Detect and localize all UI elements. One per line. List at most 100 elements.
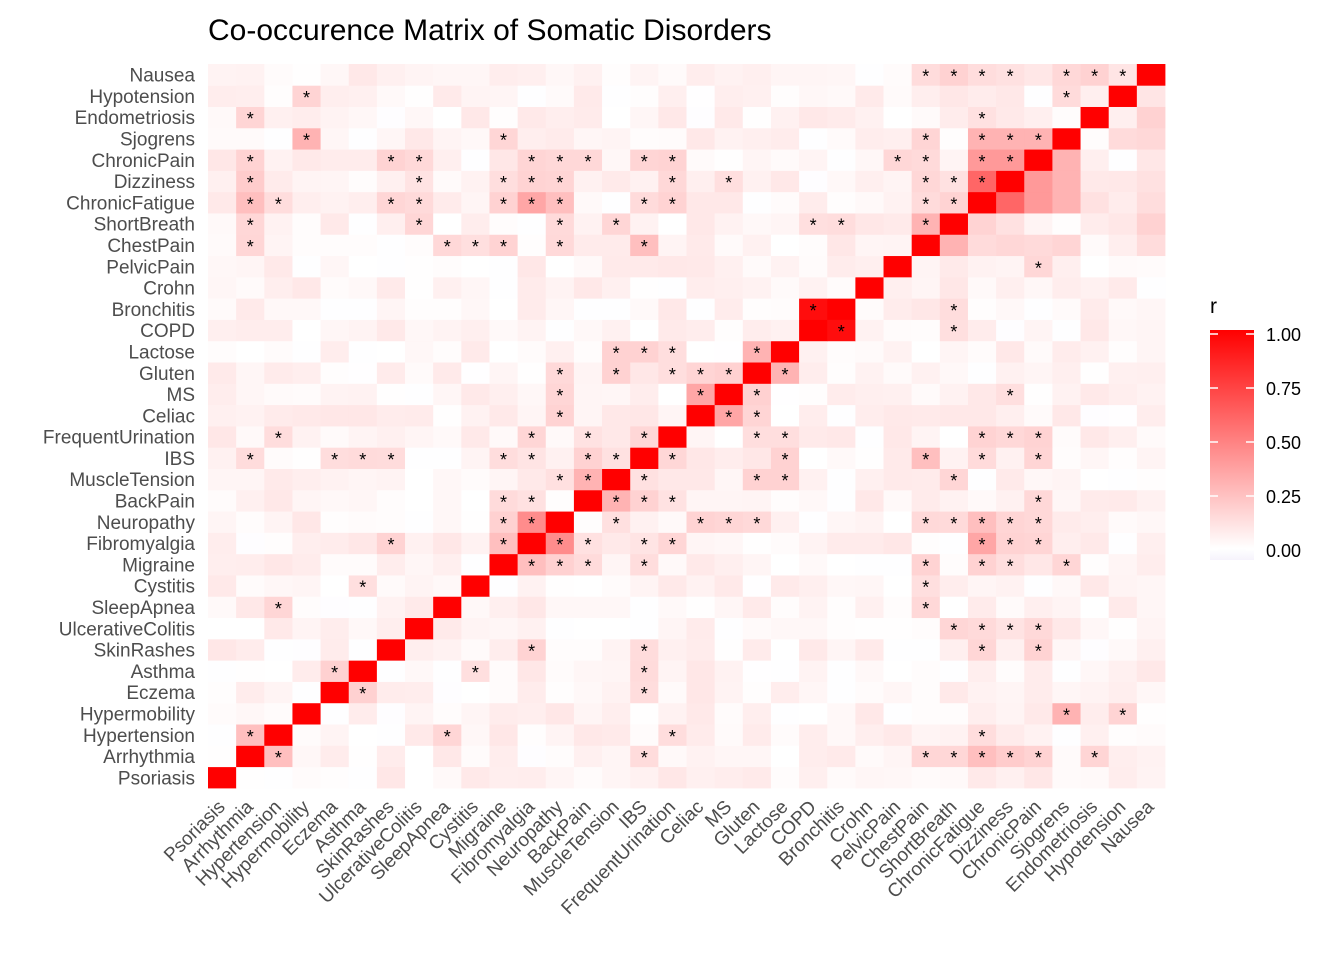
heatmap-cell bbox=[855, 468, 884, 491]
heatmap-cell bbox=[292, 64, 321, 86]
heatmap-cell bbox=[967, 681, 997, 704]
significance-star: * bbox=[528, 152, 535, 172]
heatmap-cell bbox=[742, 64, 772, 86]
heatmap-cell bbox=[658, 383, 687, 406]
heatmap-cell bbox=[1108, 255, 1138, 278]
y-tick-label: Eczema bbox=[126, 683, 195, 704]
heatmap-cell bbox=[236, 255, 265, 278]
significance-stars: * * * * * * * * * * * * * * * * * * * * * * * * * * * * * * * * * * * * * * * *… bbox=[247, 67, 1127, 768]
significance-star: * bbox=[528, 556, 535, 576]
heatmap-cell bbox=[1052, 702, 1081, 725]
heatmap-cell bbox=[1024, 298, 1053, 320]
significance-star: * bbox=[1063, 556, 1070, 576]
heatmap-cell bbox=[996, 106, 1025, 129]
heatmap-cell bbox=[573, 681, 603, 704]
heatmap-cell bbox=[602, 234, 631, 257]
heatmap-cell bbox=[911, 553, 941, 576]
significance-star: * bbox=[1063, 705, 1070, 725]
heatmap-cell bbox=[461, 617, 490, 640]
significance-star: * bbox=[1007, 748, 1014, 768]
significance-star: * bbox=[641, 556, 648, 576]
heatmap-cell bbox=[742, 745, 772, 768]
heatmap-cell bbox=[602, 660, 631, 682]
y-tick-label: ChronicPain bbox=[92, 151, 196, 172]
heatmap-cell bbox=[883, 362, 913, 384]
heatmap-cell bbox=[1024, 170, 1053, 193]
heatmap-cell bbox=[911, 489, 941, 512]
heatmap-cell bbox=[939, 149, 969, 171]
heatmap-cell bbox=[686, 745, 716, 768]
heatmap-cell bbox=[517, 660, 547, 682]
heatmap-cell bbox=[517, 596, 547, 619]
heatmap-cell bbox=[461, 191, 490, 214]
heatmap-cell bbox=[348, 340, 378, 363]
heatmap-cell bbox=[827, 127, 856, 150]
heatmap-cell bbox=[911, 106, 941, 129]
heatmap-cell bbox=[742, 127, 772, 150]
heatmap-cell bbox=[264, 660, 293, 682]
heatmap-cell bbox=[264, 85, 293, 107]
heatmap-cell bbox=[489, 319, 519, 342]
heatmap-cell bbox=[1024, 106, 1053, 129]
heatmap-cell bbox=[573, 106, 603, 129]
heatmap-cell bbox=[939, 553, 969, 576]
heatmap-cell bbox=[658, 766, 687, 789]
heatmap-cell bbox=[939, 213, 969, 235]
heatmap-cell bbox=[1052, 766, 1081, 789]
heatmap-cell bbox=[714, 362, 744, 384]
heatmap-cell bbox=[996, 85, 1025, 107]
heatmap-cell bbox=[770, 298, 800, 320]
heatmap-cell bbox=[799, 511, 828, 533]
heatmap-cell bbox=[658, 127, 687, 150]
heatmap-cell bbox=[686, 638, 716, 661]
heatmap-cell bbox=[686, 362, 716, 384]
heatmap-cell bbox=[1052, 191, 1081, 214]
significance-star: * bbox=[247, 237, 254, 257]
heatmap-cell bbox=[855, 447, 884, 469]
heatmap-cell bbox=[405, 468, 434, 491]
heatmap-cell bbox=[714, 702, 744, 725]
heatmap-cell bbox=[714, 596, 744, 619]
heatmap-cell bbox=[1024, 702, 1053, 725]
heatmap-cell bbox=[770, 489, 800, 512]
heatmap-cell bbox=[686, 724, 716, 746]
heatmap-cell bbox=[264, 681, 293, 704]
heatmap-cell bbox=[376, 596, 406, 619]
y-tick-label: Crohn bbox=[143, 279, 195, 300]
heatmap-cell bbox=[433, 191, 462, 214]
heatmap-cell bbox=[1024, 127, 1053, 150]
heatmap-cell bbox=[855, 766, 884, 789]
heatmap-cell bbox=[489, 638, 519, 661]
heatmap-cell bbox=[1080, 170, 1110, 193]
significance-star: * bbox=[1007, 131, 1014, 151]
heatmap-cell bbox=[264, 276, 293, 299]
significance-star: * bbox=[416, 194, 423, 214]
heatmap-cell bbox=[433, 170, 462, 193]
heatmap-cell bbox=[433, 553, 462, 576]
heatmap-cell bbox=[1080, 149, 1110, 171]
heatmap-cell bbox=[1080, 724, 1110, 746]
heatmap-cell bbox=[236, 234, 265, 257]
heatmap-cell bbox=[770, 596, 800, 619]
heatmap-cell bbox=[714, 404, 744, 427]
heatmap-cell bbox=[996, 213, 1025, 235]
heatmap-cell bbox=[658, 234, 687, 257]
heatmap-cell bbox=[770, 170, 800, 193]
heatmap-cell bbox=[405, 596, 434, 619]
heatmap-cell bbox=[855, 596, 884, 619]
heatmap-cell bbox=[208, 404, 237, 427]
heatmap-cell bbox=[967, 319, 997, 342]
heatmap-cell bbox=[292, 489, 321, 512]
heatmap-cell bbox=[1024, 638, 1053, 661]
heatmap-cell bbox=[461, 340, 490, 363]
heatmap-cell bbox=[376, 127, 406, 150]
significance-star: * bbox=[247, 727, 254, 747]
heatmap-cell bbox=[292, 213, 321, 235]
heatmap-cell bbox=[939, 511, 969, 533]
heatmap-cell bbox=[1136, 724, 1166, 746]
heatmap-cell bbox=[320, 213, 350, 235]
significance-star: * bbox=[669, 173, 676, 193]
heatmap-cell bbox=[996, 766, 1025, 789]
heatmap-cell bbox=[545, 468, 575, 491]
heatmap-cell bbox=[1108, 106, 1138, 129]
